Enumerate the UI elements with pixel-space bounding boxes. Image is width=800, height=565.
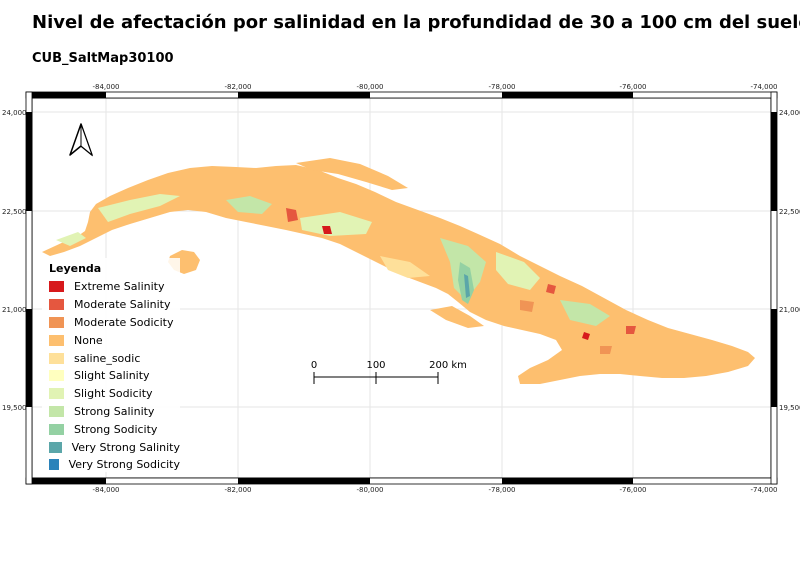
map-title: Nivel de afectación por salinidad en la … (32, 12, 800, 33)
x-tick-label: -82,000 (224, 83, 251, 91)
y-tick-label: 21,000 (2, 306, 27, 314)
y-ticks-right: 24,000 22,500 21,000 19,500 (779, 109, 800, 412)
legend-item: Moderate Sodicity (49, 314, 180, 332)
x-ticks-bottom: -84,000 -82,000 -80,000 -78,000 -76,000 … (92, 486, 777, 494)
y-tick-label: 24,000 (2, 109, 27, 117)
y-tick-label: 22,500 (779, 208, 800, 216)
legend-swatch (49, 388, 64, 400)
map-subtitle: CUB_SaltMap30100 (32, 51, 174, 66)
x-tick-label: -84,000 (92, 486, 119, 494)
scale-label: 0 (311, 360, 317, 371)
legend-item: Very Strong Salinity (49, 438, 180, 456)
legend-item: Extreme Salinity (49, 278, 180, 296)
x-tick-label: -78,000 (488, 83, 515, 91)
legend-label: saline_sodic (74, 351, 141, 365)
legend-item: Strong Salinity (49, 403, 180, 421)
map-frame (25, 91, 778, 485)
legend-label: Slight Salinity (74, 369, 150, 383)
legend-label: Slight Sodicity (74, 387, 153, 401)
y-ticks-left: 24,000 22,500 21,000 19,500 (2, 109, 27, 412)
x-tick-label: -82,000 (224, 486, 251, 494)
scale-label: 100 (366, 360, 385, 371)
legend-swatch (49, 459, 59, 471)
legend-label: Extreme Salinity (74, 280, 165, 294)
legend-swatch (49, 352, 64, 364)
y-tick-label: 22,500 (2, 208, 27, 216)
x-tick-label: -76,000 (619, 83, 646, 91)
legend-swatch (49, 299, 64, 311)
legend-label: Moderate Sodicity (74, 315, 174, 329)
legend-item: Moderate Salinity (49, 296, 180, 314)
x-tick-label: -76,000 (619, 486, 646, 494)
legend-label: None (74, 333, 103, 347)
legend-item: Slight Salinity (49, 367, 180, 385)
scale-bar: 0 100 200 km (311, 360, 467, 384)
legend-swatch (49, 334, 64, 346)
legend-item: saline_sodic (49, 349, 180, 367)
x-ticks-top: -84,000 -82,000 -80,000 -78,000 -76,000 … (92, 83, 777, 91)
cuba-island (42, 158, 755, 384)
x-tick-label: -80,000 (356, 83, 383, 91)
legend-item: Slight Sodicity (49, 385, 180, 403)
legend-items: Extreme Salinity Moderate Salinity Moderat… (42, 278, 180, 474)
legend-label: Very Strong Sodicity (68, 458, 180, 472)
legend-item: Strong Sodicity (49, 420, 180, 438)
y-tick-label: 19,500 (779, 404, 800, 412)
legend-swatch (49, 281, 64, 293)
legend-item: Very Strong Sodicity (49, 456, 180, 474)
x-tick-label: -74,000 (750, 83, 777, 91)
x-tick-label: -78,000 (488, 486, 515, 494)
scale-label: 200 km (429, 360, 467, 371)
legend-label: Strong Sodicity (74, 422, 158, 436)
north-arrow-icon (69, 123, 94, 157)
x-tick-label: -74,000 (750, 486, 777, 494)
legend-item: None (49, 331, 180, 349)
legend: Leyenda Extreme Salinity Moderate Salinit… (42, 258, 180, 472)
legend-label: Strong Salinity (74, 404, 155, 418)
y-tick-label: 21,000 (779, 306, 800, 314)
legend-label: Moderate Salinity (74, 298, 171, 312)
x-tick-label: -84,000 (92, 83, 119, 91)
legend-title: Leyenda (49, 262, 102, 275)
y-tick-label: 24,000 (779, 109, 800, 117)
legend-swatch (49, 423, 64, 435)
legend-swatch (49, 405, 64, 417)
legend-swatch (49, 316, 64, 328)
x-tick-label: -80,000 (356, 486, 383, 494)
legend-swatch (49, 441, 62, 453)
legend-swatch (49, 370, 64, 382)
legend-label: Very Strong Salinity (71, 440, 180, 454)
y-tick-label: 19,500 (2, 404, 27, 412)
